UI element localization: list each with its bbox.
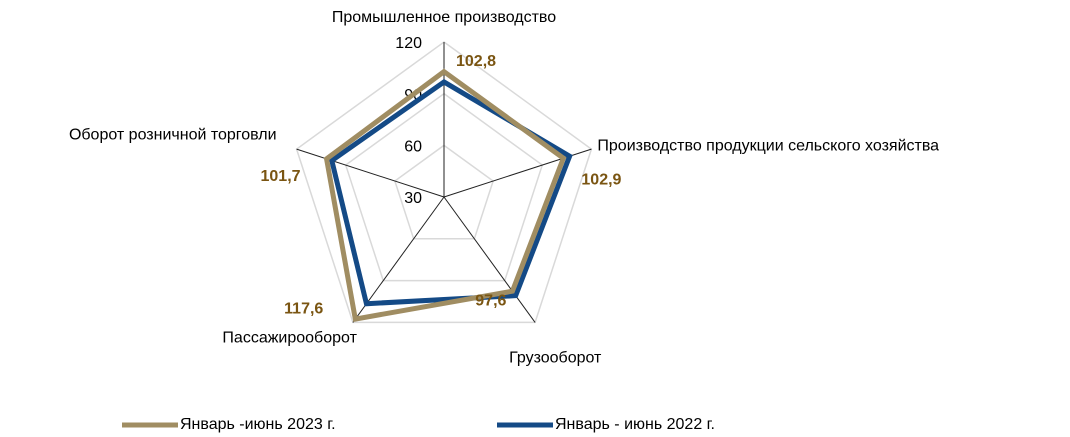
category-label: Промышленное производство	[332, 9, 556, 26]
spoke	[296, 148, 445, 198]
value-label: 102,8	[456, 53, 496, 70]
grid-ring	[295, 41, 593, 324]
grid-ring	[344, 92, 544, 282]
spoke	[443, 196, 536, 323]
category-label: Оборот розничной торговли	[69, 126, 277, 143]
value-label: 97,6	[475, 292, 506, 309]
y-tick-label: 30	[404, 190, 422, 207]
value-label: 101,7	[261, 168, 301, 185]
value-label: 102,9	[581, 171, 621, 188]
series-line	[323, 68, 567, 322]
legend-label: Январь -июнь 2023 г.	[180, 416, 336, 433]
series-line	[328, 78, 573, 307]
value-label: 117,6	[284, 300, 323, 317]
category-label: Производство продукции сельского хозяйст…	[597, 137, 939, 154]
category-label: Пассажирооборот	[222, 330, 357, 347]
category-label: Грузооборот	[509, 350, 602, 367]
grid-ring	[393, 144, 495, 240]
legend-label: Январь - июнь 2022 г.	[555, 416, 715, 433]
y-tick-label: 60	[404, 139, 422, 156]
y-tick-label: 120	[395, 35, 422, 52]
